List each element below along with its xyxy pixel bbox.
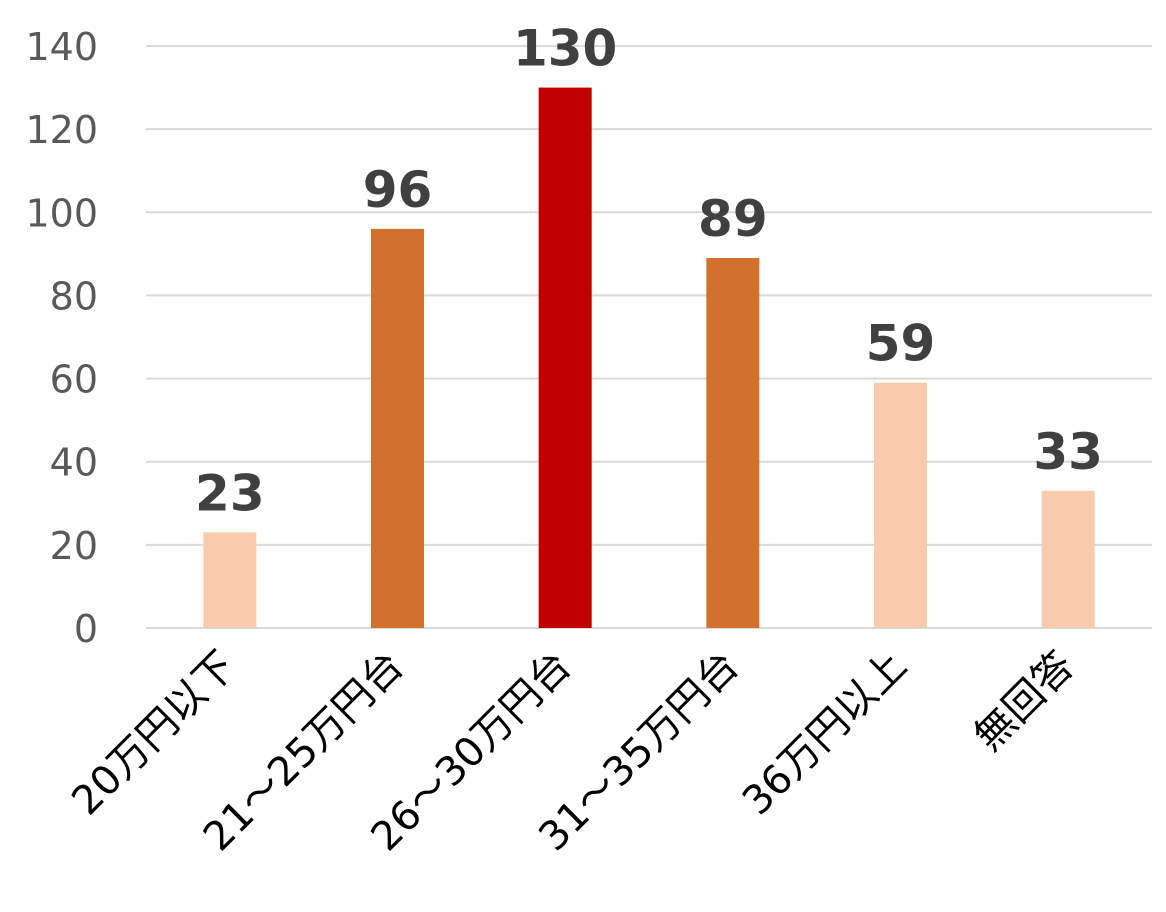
x-tick-label: 無回答 bbox=[966, 643, 1083, 760]
y-tick-label: 20 bbox=[50, 524, 98, 568]
bar bbox=[706, 258, 760, 628]
bar bbox=[203, 532, 257, 628]
y-tick-label: 40 bbox=[50, 441, 98, 485]
data-label: 96 bbox=[363, 161, 433, 219]
bar bbox=[1041, 490, 1095, 628]
y-tick-label: 140 bbox=[25, 25, 98, 69]
bar bbox=[874, 382, 927, 628]
bars bbox=[203, 87, 1095, 629]
gridlines bbox=[146, 45, 1152, 629]
bar bbox=[538, 87, 592, 629]
y-tick-label: 80 bbox=[50, 274, 98, 318]
data-label: 59 bbox=[866, 315, 936, 373]
x-tick-label: 36万円以上 bbox=[734, 643, 916, 825]
y-axis: 0 20 40 60 80 100 120 140 bbox=[25, 25, 98, 651]
data-label: 130 bbox=[513, 20, 617, 78]
data-label: 89 bbox=[698, 190, 768, 248]
data-label: 33 bbox=[1033, 423, 1103, 481]
y-tick-label: 0 bbox=[74, 607, 98, 651]
x-tick-label: 20万円以下 bbox=[63, 643, 245, 825]
y-tick-label: 100 bbox=[25, 191, 98, 235]
y-tick-label: 120 bbox=[25, 108, 98, 152]
data-labels: 23 96 130 89 59 33 bbox=[195, 20, 1103, 523]
bar bbox=[371, 228, 424, 628]
data-label: 23 bbox=[195, 464, 265, 522]
y-tick-label: 60 bbox=[50, 358, 98, 402]
